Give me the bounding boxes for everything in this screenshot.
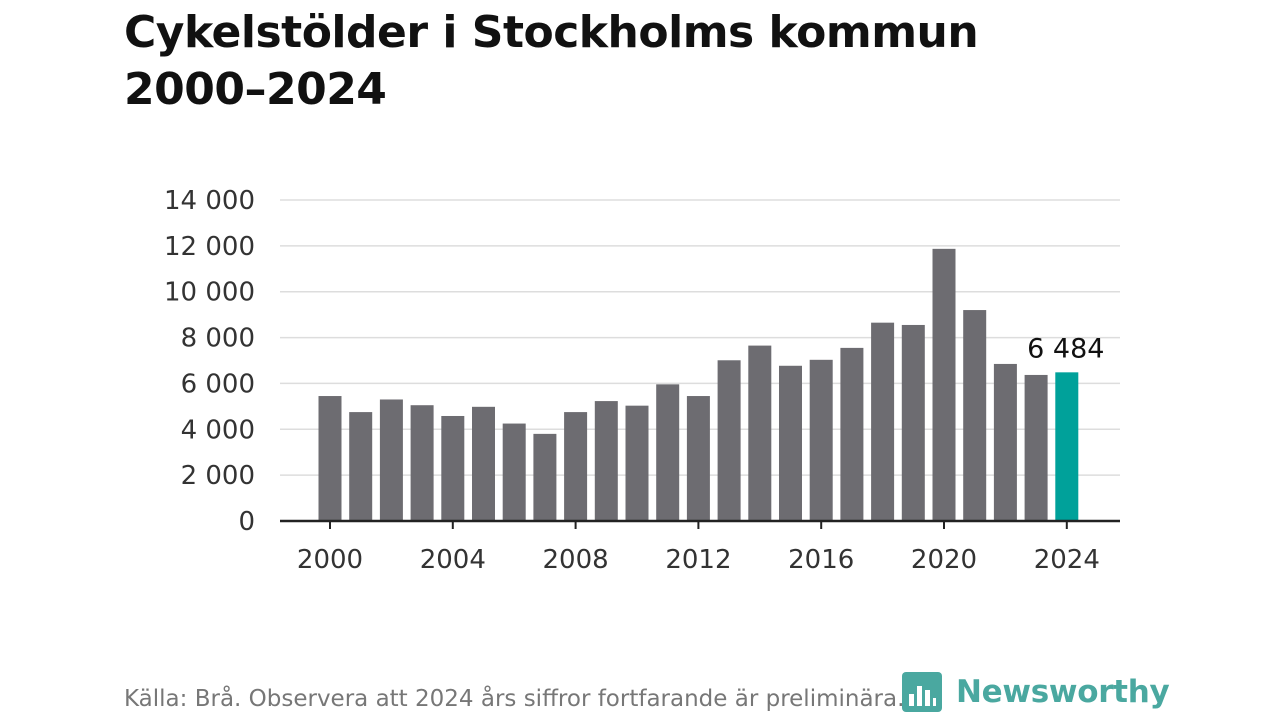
bar-2010 xyxy=(625,405,649,521)
chart-title: Cykelstölder i Stockholms kommun 2000–20… xyxy=(124,4,979,118)
bar-2001 xyxy=(349,412,373,521)
bar-2024 xyxy=(1055,372,1079,521)
bar-2021 xyxy=(963,310,987,521)
y-tick-label: 2 000 xyxy=(181,461,255,491)
x-tick-label: 2008 xyxy=(543,545,609,575)
x-axis xyxy=(280,519,1120,529)
x-tick-label: 2000 xyxy=(297,545,363,575)
chart-title-line-2: 2000–2024 xyxy=(124,64,387,115)
bar-2022 xyxy=(993,363,1017,521)
y-tick-label: 12 000 xyxy=(164,232,255,262)
bar-2002 xyxy=(379,399,403,521)
bar-2020 xyxy=(932,248,956,521)
bar-2018 xyxy=(871,322,895,521)
logo-text: Newsworthy xyxy=(956,674,1170,710)
y-tick-label: 4 000 xyxy=(181,415,255,445)
x-tick-label: 2024 xyxy=(1034,545,1100,575)
annotations: 6 484 xyxy=(1027,333,1104,364)
bar-2007 xyxy=(533,433,557,521)
source-note: Källa: Brå. Observera att 2024 års siffr… xyxy=(124,686,905,712)
bar-2004 xyxy=(441,415,465,521)
bar-2014 xyxy=(748,345,772,521)
x-axis-tick-labels: 2000 2004 2008 2012 2016 2020 2024 xyxy=(297,545,1100,575)
bar-2009 xyxy=(594,401,618,521)
bar-2012 xyxy=(686,396,710,521)
y-axis-tick-labels: 0 2 000 4 000 6 000 8 000 10 000 12 000 14 000 xyxy=(164,186,255,537)
y-tick-label: 0 xyxy=(238,507,255,537)
bars xyxy=(318,248,1079,521)
y-tick-label: 8 000 xyxy=(181,324,255,354)
y-tick-label: 14 000 xyxy=(164,186,255,216)
chart-title-line-1: Cykelstölder i Stockholms kommun xyxy=(124,7,979,58)
x-tick-label: 2016 xyxy=(788,545,854,575)
x-tick-label: 2004 xyxy=(420,545,486,575)
bar-2017 xyxy=(840,347,864,521)
y-tick-label: 10 000 xyxy=(164,278,255,308)
bar-2006 xyxy=(502,423,526,521)
bar-2023 xyxy=(1024,374,1048,521)
x-tick-label: 2012 xyxy=(665,545,731,575)
x-tick-label: 2020 xyxy=(911,545,977,575)
bar-2016 xyxy=(809,359,833,521)
newsworthy-logo: Newsworthy xyxy=(902,670,1170,714)
bar-2019 xyxy=(901,324,925,521)
y-tick-label: 6 000 xyxy=(181,369,255,399)
data-label-2024: 6 484 xyxy=(1027,333,1104,364)
bar-2000 xyxy=(318,396,342,521)
bar-chart-logo-icon xyxy=(902,672,942,712)
bar-2015 xyxy=(779,365,802,521)
bar-2005 xyxy=(472,406,495,521)
bar-2011 xyxy=(656,384,680,521)
bar-2008 xyxy=(564,412,588,521)
bar-2013 xyxy=(717,360,741,521)
bar-2003 xyxy=(410,405,434,521)
